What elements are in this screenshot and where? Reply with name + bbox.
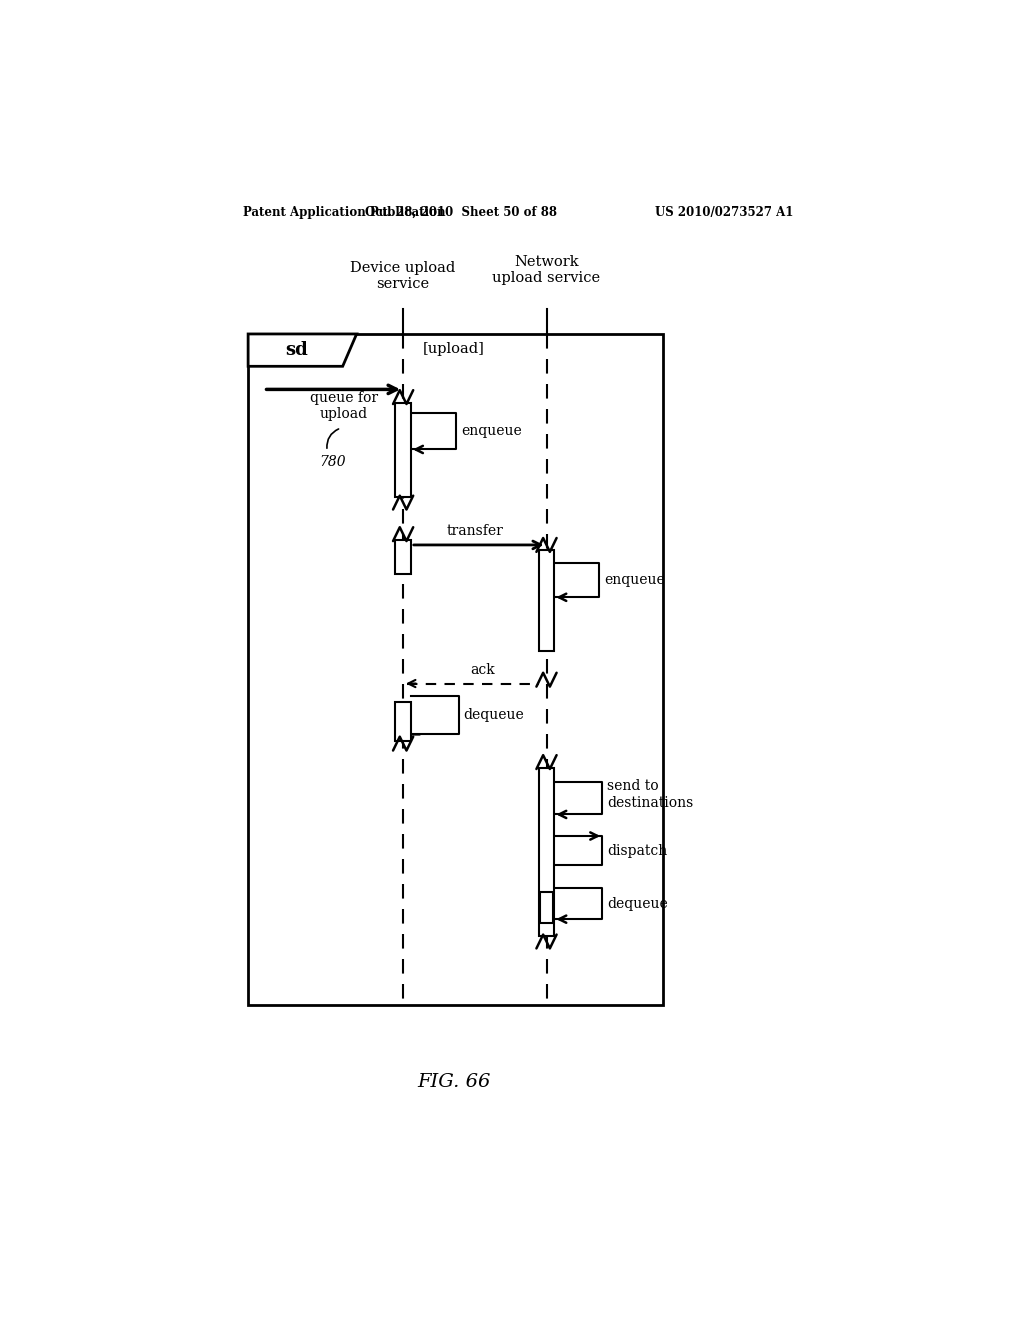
Text: 780: 780	[319, 455, 346, 470]
Text: Device upload: Device upload	[350, 261, 456, 276]
Text: transfer: transfer	[446, 524, 503, 539]
Text: enqueue: enqueue	[461, 424, 522, 438]
Text: dequeue: dequeue	[464, 708, 524, 722]
FancyArrowPatch shape	[327, 429, 339, 449]
Text: enqueue: enqueue	[604, 573, 666, 587]
Text: sd: sd	[285, 341, 307, 359]
Text: Network: Network	[514, 255, 579, 269]
Bar	[541, 892, 553, 923]
Text: dequeue: dequeue	[607, 896, 668, 911]
Bar	[395, 702, 411, 741]
Text: [upload]: [upload]	[423, 342, 484, 356]
Text: ack: ack	[470, 663, 495, 677]
Bar	[539, 549, 554, 651]
Text: send to
destinations: send to destinations	[607, 779, 693, 809]
Bar	[395, 540, 411, 574]
Text: service: service	[377, 277, 430, 290]
Text: Oct. 28, 2010  Sheet 50 of 88: Oct. 28, 2010 Sheet 50 of 88	[366, 206, 557, 219]
Bar	[539, 768, 554, 936]
Text: US 2010/0273527 A1: US 2010/0273527 A1	[655, 206, 794, 219]
Text: upload service: upload service	[493, 271, 600, 285]
Bar	[395, 404, 411, 498]
Text: Patent Application Publication: Patent Application Publication	[243, 206, 445, 219]
Text: FIG. 66: FIG. 66	[417, 1073, 490, 1092]
Text: queue for
upload: queue for upload	[310, 391, 378, 421]
Text: dispatch: dispatch	[607, 843, 668, 858]
Polygon shape	[248, 334, 356, 367]
